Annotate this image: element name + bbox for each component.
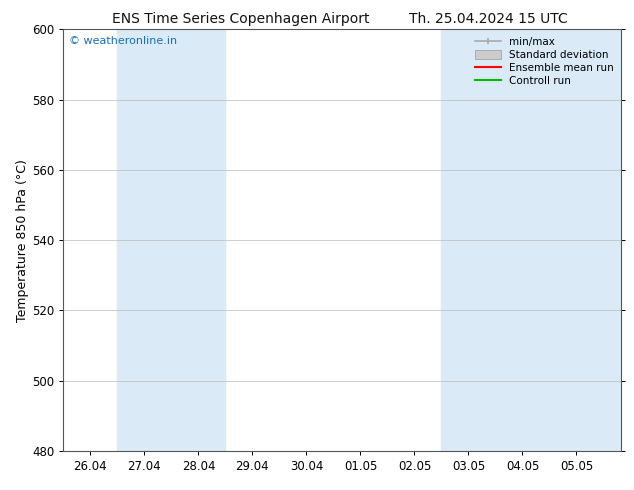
- Text: © weatheronline.in: © weatheronline.in: [69, 36, 177, 46]
- Bar: [550, 29, 621, 451]
- Legend: min/max, Standard deviation, Ensemble mean run, Controll run: min/max, Standard deviation, Ensemble me…: [470, 32, 618, 90]
- Text: Th. 25.04.2024 15 UTC: Th. 25.04.2024 15 UTC: [409, 12, 567, 26]
- Bar: [441, 29, 550, 451]
- Bar: [117, 29, 226, 451]
- Text: ENS Time Series Copenhagen Airport: ENS Time Series Copenhagen Airport: [112, 12, 370, 26]
- Y-axis label: Temperature 850 hPa (°C): Temperature 850 hPa (°C): [16, 159, 29, 321]
